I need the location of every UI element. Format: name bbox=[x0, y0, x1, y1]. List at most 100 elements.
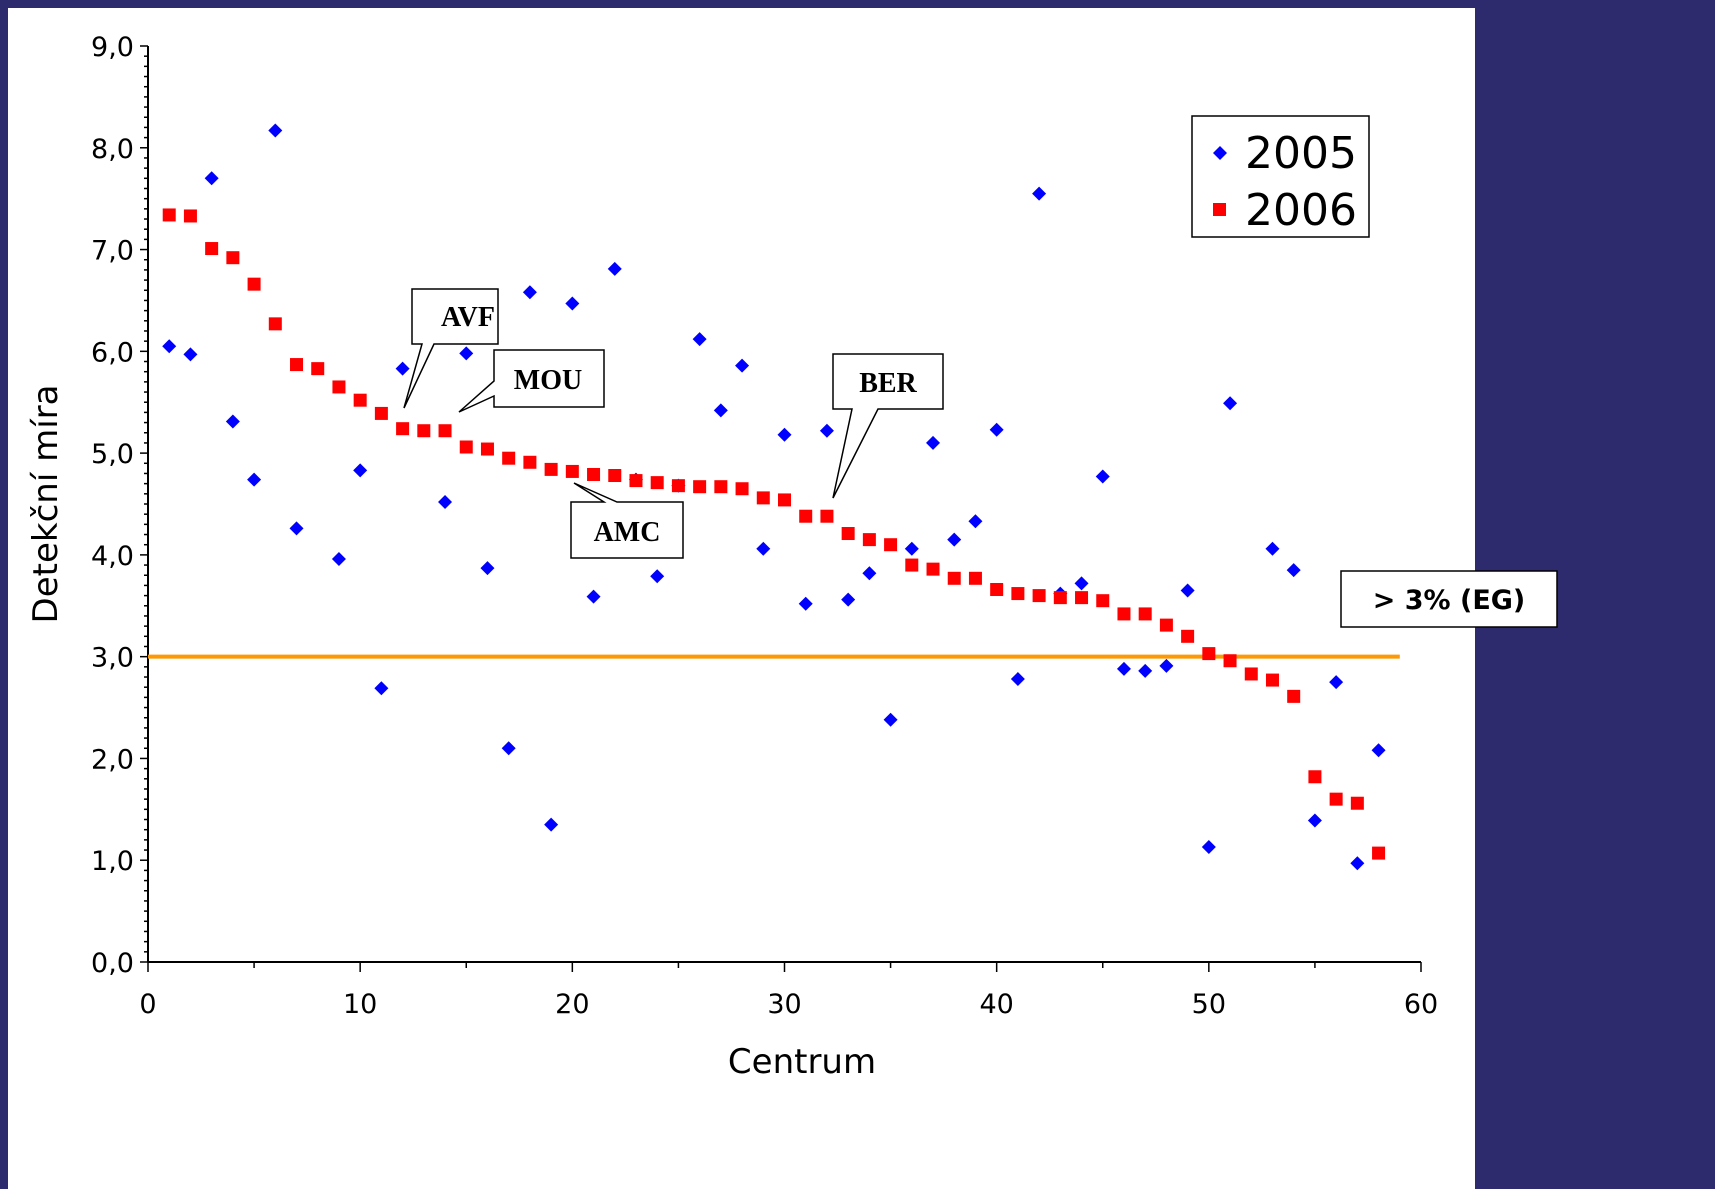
legend-frame bbox=[1191, 115, 1370, 238]
y-tick-label: 4,0 bbox=[91, 541, 134, 572]
data-point-2005 bbox=[1265, 541, 1280, 556]
data-point-2005 bbox=[1329, 675, 1344, 690]
y-tick-label: 3,0 bbox=[91, 643, 134, 674]
callout-amc-label: AMC bbox=[594, 517, 661, 548]
data-point-2005 bbox=[331, 551, 346, 566]
data-point-2005 bbox=[268, 123, 283, 138]
data-point-2005 bbox=[713, 403, 728, 418]
series-2006 bbox=[162, 208, 1386, 860]
data-point-2005 bbox=[735, 358, 750, 373]
data-point-2006 bbox=[1223, 654, 1237, 668]
callout-avf: AVF bbox=[403, 288, 499, 409]
data-point-2005 bbox=[480, 561, 495, 576]
x-tick-label: 30 bbox=[767, 989, 801, 1020]
data-point-2006 bbox=[629, 474, 643, 488]
data-point-2006 bbox=[1202, 647, 1216, 661]
y-tick-label: 8,0 bbox=[91, 134, 134, 165]
x-tick-label: 60 bbox=[1404, 989, 1438, 1020]
y-tick-label: 7,0 bbox=[91, 236, 134, 267]
data-point-2005 bbox=[247, 472, 262, 487]
data-point-2006 bbox=[1117, 607, 1131, 621]
data-point-2006 bbox=[1265, 673, 1279, 687]
x-axis-label: Centrum bbox=[728, 1042, 876, 1082]
data-point-2006 bbox=[396, 422, 410, 436]
callout-mou: MOU bbox=[458, 349, 605, 413]
data-point-2005 bbox=[522, 285, 537, 300]
data-point-2006 bbox=[226, 251, 240, 265]
data-point-2006 bbox=[353, 393, 367, 407]
x-tick-label: 50 bbox=[1192, 989, 1226, 1020]
data-point-2006 bbox=[438, 424, 452, 438]
data-point-2005 bbox=[225, 414, 240, 429]
data-point-2005 bbox=[650, 569, 665, 584]
data-point-2006 bbox=[290, 358, 304, 372]
y-tick-label: 0,0 bbox=[91, 948, 134, 979]
data-point-2005 bbox=[1032, 186, 1047, 201]
data-point-2006 bbox=[162, 208, 176, 222]
x-tick-label: 20 bbox=[555, 989, 589, 1020]
data-point-2006 bbox=[756, 491, 770, 505]
data-point-2005 bbox=[1350, 856, 1365, 871]
y-tick-label: 5,0 bbox=[91, 439, 134, 470]
data-point-2006 bbox=[1372, 846, 1386, 860]
legend-label-2005: 2005 bbox=[1245, 128, 1357, 179]
data-point-2005 bbox=[544, 817, 559, 832]
data-point-2006 bbox=[544, 462, 558, 476]
data-point-2006 bbox=[693, 480, 707, 494]
callout-avf-label: AVF bbox=[441, 302, 495, 333]
data-point-2005 bbox=[374, 681, 389, 696]
x-tick-label: 10 bbox=[343, 989, 377, 1020]
data-point-2006 bbox=[968, 571, 982, 585]
y-tick-label: 1,0 bbox=[91, 846, 134, 877]
y-axis-label: Detekční míra bbox=[26, 385, 66, 624]
data-point-2005 bbox=[1201, 839, 1216, 854]
callout-mou-label: MOU bbox=[514, 365, 582, 396]
data-point-2006 bbox=[926, 562, 940, 576]
threshold-label-box: > 3% (EG) bbox=[1340, 570, 1558, 628]
data-point-2006 bbox=[735, 482, 749, 496]
legend-label-2006: 2006 bbox=[1245, 185, 1357, 236]
data-point-2006 bbox=[502, 451, 516, 465]
data-point-2005 bbox=[438, 494, 453, 509]
data-point-2006 bbox=[459, 440, 473, 454]
data-point-2005 bbox=[1371, 743, 1386, 758]
data-point-2005 bbox=[459, 346, 474, 361]
data-point-2005 bbox=[1286, 563, 1301, 578]
data-point-2005 bbox=[1180, 583, 1195, 598]
data-point-2005 bbox=[501, 741, 516, 756]
callout-amc-shape bbox=[570, 482, 684, 559]
data-point-2005 bbox=[989, 422, 1004, 437]
callout-ber: BER bbox=[832, 353, 944, 499]
data-point-2005 bbox=[565, 296, 580, 311]
data-point-2005 bbox=[819, 423, 834, 438]
data-point-2005 bbox=[586, 589, 601, 604]
data-point-2006 bbox=[374, 406, 388, 420]
data-point-2006 bbox=[778, 493, 791, 507]
callouts: AVF MOU AMC BER bbox=[403, 288, 944, 559]
y-tick-label: 2,0 bbox=[91, 744, 134, 775]
x-tick-label: 0 bbox=[139, 989, 156, 1020]
threshold-label-frame bbox=[1340, 570, 1558, 628]
data-point-2006 bbox=[608, 469, 622, 483]
data-point-2005 bbox=[947, 532, 962, 547]
data-point-2006 bbox=[650, 476, 664, 490]
data-point-2006 bbox=[1308, 770, 1322, 784]
data-point-2005 bbox=[1223, 396, 1238, 411]
data-point-2005 bbox=[904, 541, 919, 556]
data-point-2005 bbox=[798, 596, 813, 611]
data-point-2005 bbox=[162, 339, 177, 354]
data-point-2005 bbox=[289, 521, 304, 536]
callout-avf-shape bbox=[403, 288, 499, 409]
data-point-2006 bbox=[183, 209, 197, 223]
threshold-label: > 3% (EG) bbox=[1373, 585, 1526, 616]
callout-ber-shape bbox=[832, 353, 944, 499]
data-point-2006 bbox=[1350, 796, 1364, 810]
data-point-2005 bbox=[1159, 658, 1174, 673]
data-point-2005 bbox=[204, 171, 219, 186]
data-point-2006 bbox=[947, 571, 961, 585]
data-point-2006 bbox=[1096, 594, 1110, 608]
data-point-2006 bbox=[1244, 667, 1258, 681]
y-ticks: 0,0 1,0 2,0 3,0 4,0 5,0 6,0 7,0 8,0 9,0 bbox=[91, 32, 148, 979]
legend-marker-2005 bbox=[1213, 146, 1227, 160]
